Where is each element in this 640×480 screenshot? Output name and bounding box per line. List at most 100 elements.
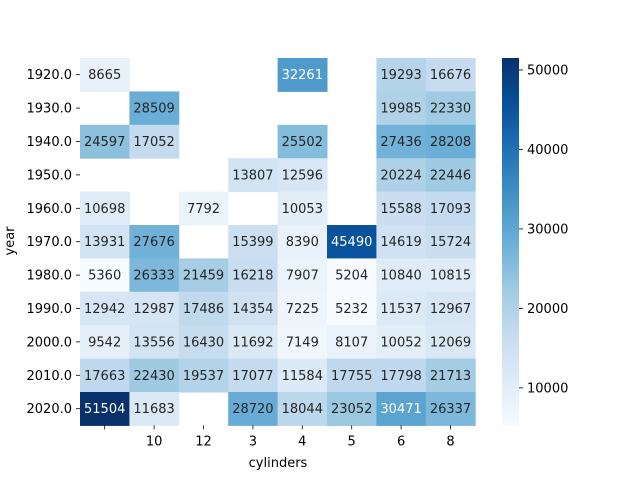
heatmap-cell	[327, 291, 377, 326]
cell-value-label: 15399	[232, 235, 273, 250]
heatmap-cell	[178, 291, 229, 326]
x-tick-label: 10	[146, 434, 163, 449]
y-tick-label: 1930.0	[27, 102, 73, 117]
cell-value-label: 13807	[232, 168, 273, 183]
y-tick-label: 1920.0	[27, 68, 73, 83]
heatmap-cell	[178, 325, 229, 360]
cell-value-label: 8665	[88, 68, 121, 83]
cell-value-label: 45490	[331, 235, 372, 250]
cell-value-label: 10698	[84, 202, 125, 217]
cell-value-label: 11683	[133, 402, 174, 417]
x-tick-label: 5	[348, 434, 356, 449]
heatmap-cell	[80, 191, 130, 226]
colorbar-tick-label: 50000	[527, 63, 568, 78]
heatmap-cell	[277, 225, 328, 259]
heatmap-cell	[425, 124, 476, 159]
heatmap-cell	[228, 158, 279, 193]
cell-value-label: 7907	[286, 269, 319, 284]
cell-value-label: 22446	[430, 168, 471, 183]
heatmap-cell	[425, 392, 476, 426]
cell-value-label: 15724	[430, 235, 471, 250]
x-tick-label: 4	[298, 434, 306, 449]
cell-value-label: 19985	[380, 102, 421, 117]
heatmap-cell	[425, 258, 476, 293]
heatmap-cell	[277, 392, 328, 426]
heatmap-cell	[80, 124, 130, 159]
cell-value-label: 22430	[133, 369, 174, 384]
y-tick-label: 2020.0	[27, 402, 73, 417]
cell-value-label: 17486	[183, 302, 224, 317]
heatmap-cell	[277, 325, 328, 360]
heatmap-cell	[277, 358, 328, 393]
heatmap-cell	[129, 392, 180, 426]
cell-value-label: 12069	[430, 335, 471, 350]
cell-value-label: 28208	[430, 135, 471, 150]
cell-value-label: 17755	[331, 369, 372, 384]
heatmap-cell	[277, 191, 328, 226]
cell-value-label: 16430	[183, 335, 224, 350]
cell-value-label: 19537	[183, 369, 224, 384]
heatmap-cell	[327, 358, 377, 393]
heatmap-cell	[425, 91, 476, 126]
cell-value-label: 12987	[133, 302, 174, 317]
heatmap-cell	[376, 392, 427, 426]
heatmap-cell	[80, 291, 130, 326]
cell-value-label: 25502	[282, 135, 323, 150]
cell-value-label: 22330	[430, 102, 471, 117]
heatmap-cell	[129, 358, 180, 393]
heatmap-cell	[425, 191, 476, 226]
heatmap-cell	[327, 258, 377, 293]
cell-value-label: 16218	[232, 269, 273, 284]
heatmap-cell	[178, 358, 229, 393]
heatmap-cell	[80, 392, 130, 426]
heatmap-cell	[425, 325, 476, 360]
cell-value-label: 18044	[282, 402, 323, 417]
cell-value-label: 11692	[232, 335, 273, 350]
x-tick-labels: 10 12 3 4 5 6 8	[104, 425, 455, 449]
colorbar-ticks: 10000 20000 30000 40000 50000	[519, 63, 568, 396]
cell-value-label: 7225	[286, 302, 319, 317]
colorbar-tick-label: 10000	[527, 381, 568, 396]
heatmap-cell	[327, 225, 377, 259]
y-tick-label: 2010.0	[27, 369, 73, 384]
heatmap-cell	[80, 58, 130, 92]
y-tick-label: 1970.0	[27, 235, 73, 250]
heatmap-cell	[327, 392, 377, 426]
x-tick-label: 12	[195, 434, 212, 449]
heatmap-cell	[277, 124, 328, 159]
cell-value-label: 24597	[84, 135, 125, 150]
cell-value-label: 5232	[335, 302, 368, 317]
heatmap-cell	[178, 191, 229, 226]
cell-value-label: 10052	[380, 335, 421, 350]
heatmap-cell	[376, 225, 427, 259]
cell-value-label: 17663	[84, 369, 125, 384]
cell-value-label: 21459	[183, 269, 224, 284]
heatmap-cell	[80, 225, 130, 259]
colorbar	[502, 58, 519, 426]
heatmap-cell	[277, 291, 328, 326]
cell-value-label: 51504	[84, 402, 125, 417]
heatmap-cell	[376, 191, 427, 226]
cell-value-label: 9542	[88, 335, 121, 350]
heatmap-cell	[129, 124, 180, 159]
cell-value-label: 14354	[232, 302, 273, 317]
cell-value-label: 12596	[282, 168, 323, 183]
heatmap-cell	[376, 58, 427, 92]
cell-value-label: 11537	[380, 302, 421, 317]
heatmap-cell	[425, 291, 476, 326]
cell-value-label: 17077	[232, 369, 273, 384]
cell-value-label: 13556	[133, 335, 174, 350]
heatmap-cell	[425, 58, 476, 92]
x-tick-label: 3	[249, 434, 257, 449]
cell-value-label: 28509	[133, 102, 174, 117]
y-tick-label: 1960.0	[27, 202, 73, 217]
cell-value-label: 10840	[380, 269, 421, 284]
heatmap-cell	[425, 358, 476, 393]
heatmap-cell	[376, 91, 427, 126]
cell-value-label: 17052	[133, 135, 174, 150]
cell-value-label: 12942	[84, 302, 125, 317]
cell-value-label: 8390	[286, 235, 319, 250]
heatmap-cells: 8665 32261 19293 16676 28509 19985 22330 24597 1…	[80, 58, 476, 426]
cell-value-label: 16676	[430, 68, 471, 83]
